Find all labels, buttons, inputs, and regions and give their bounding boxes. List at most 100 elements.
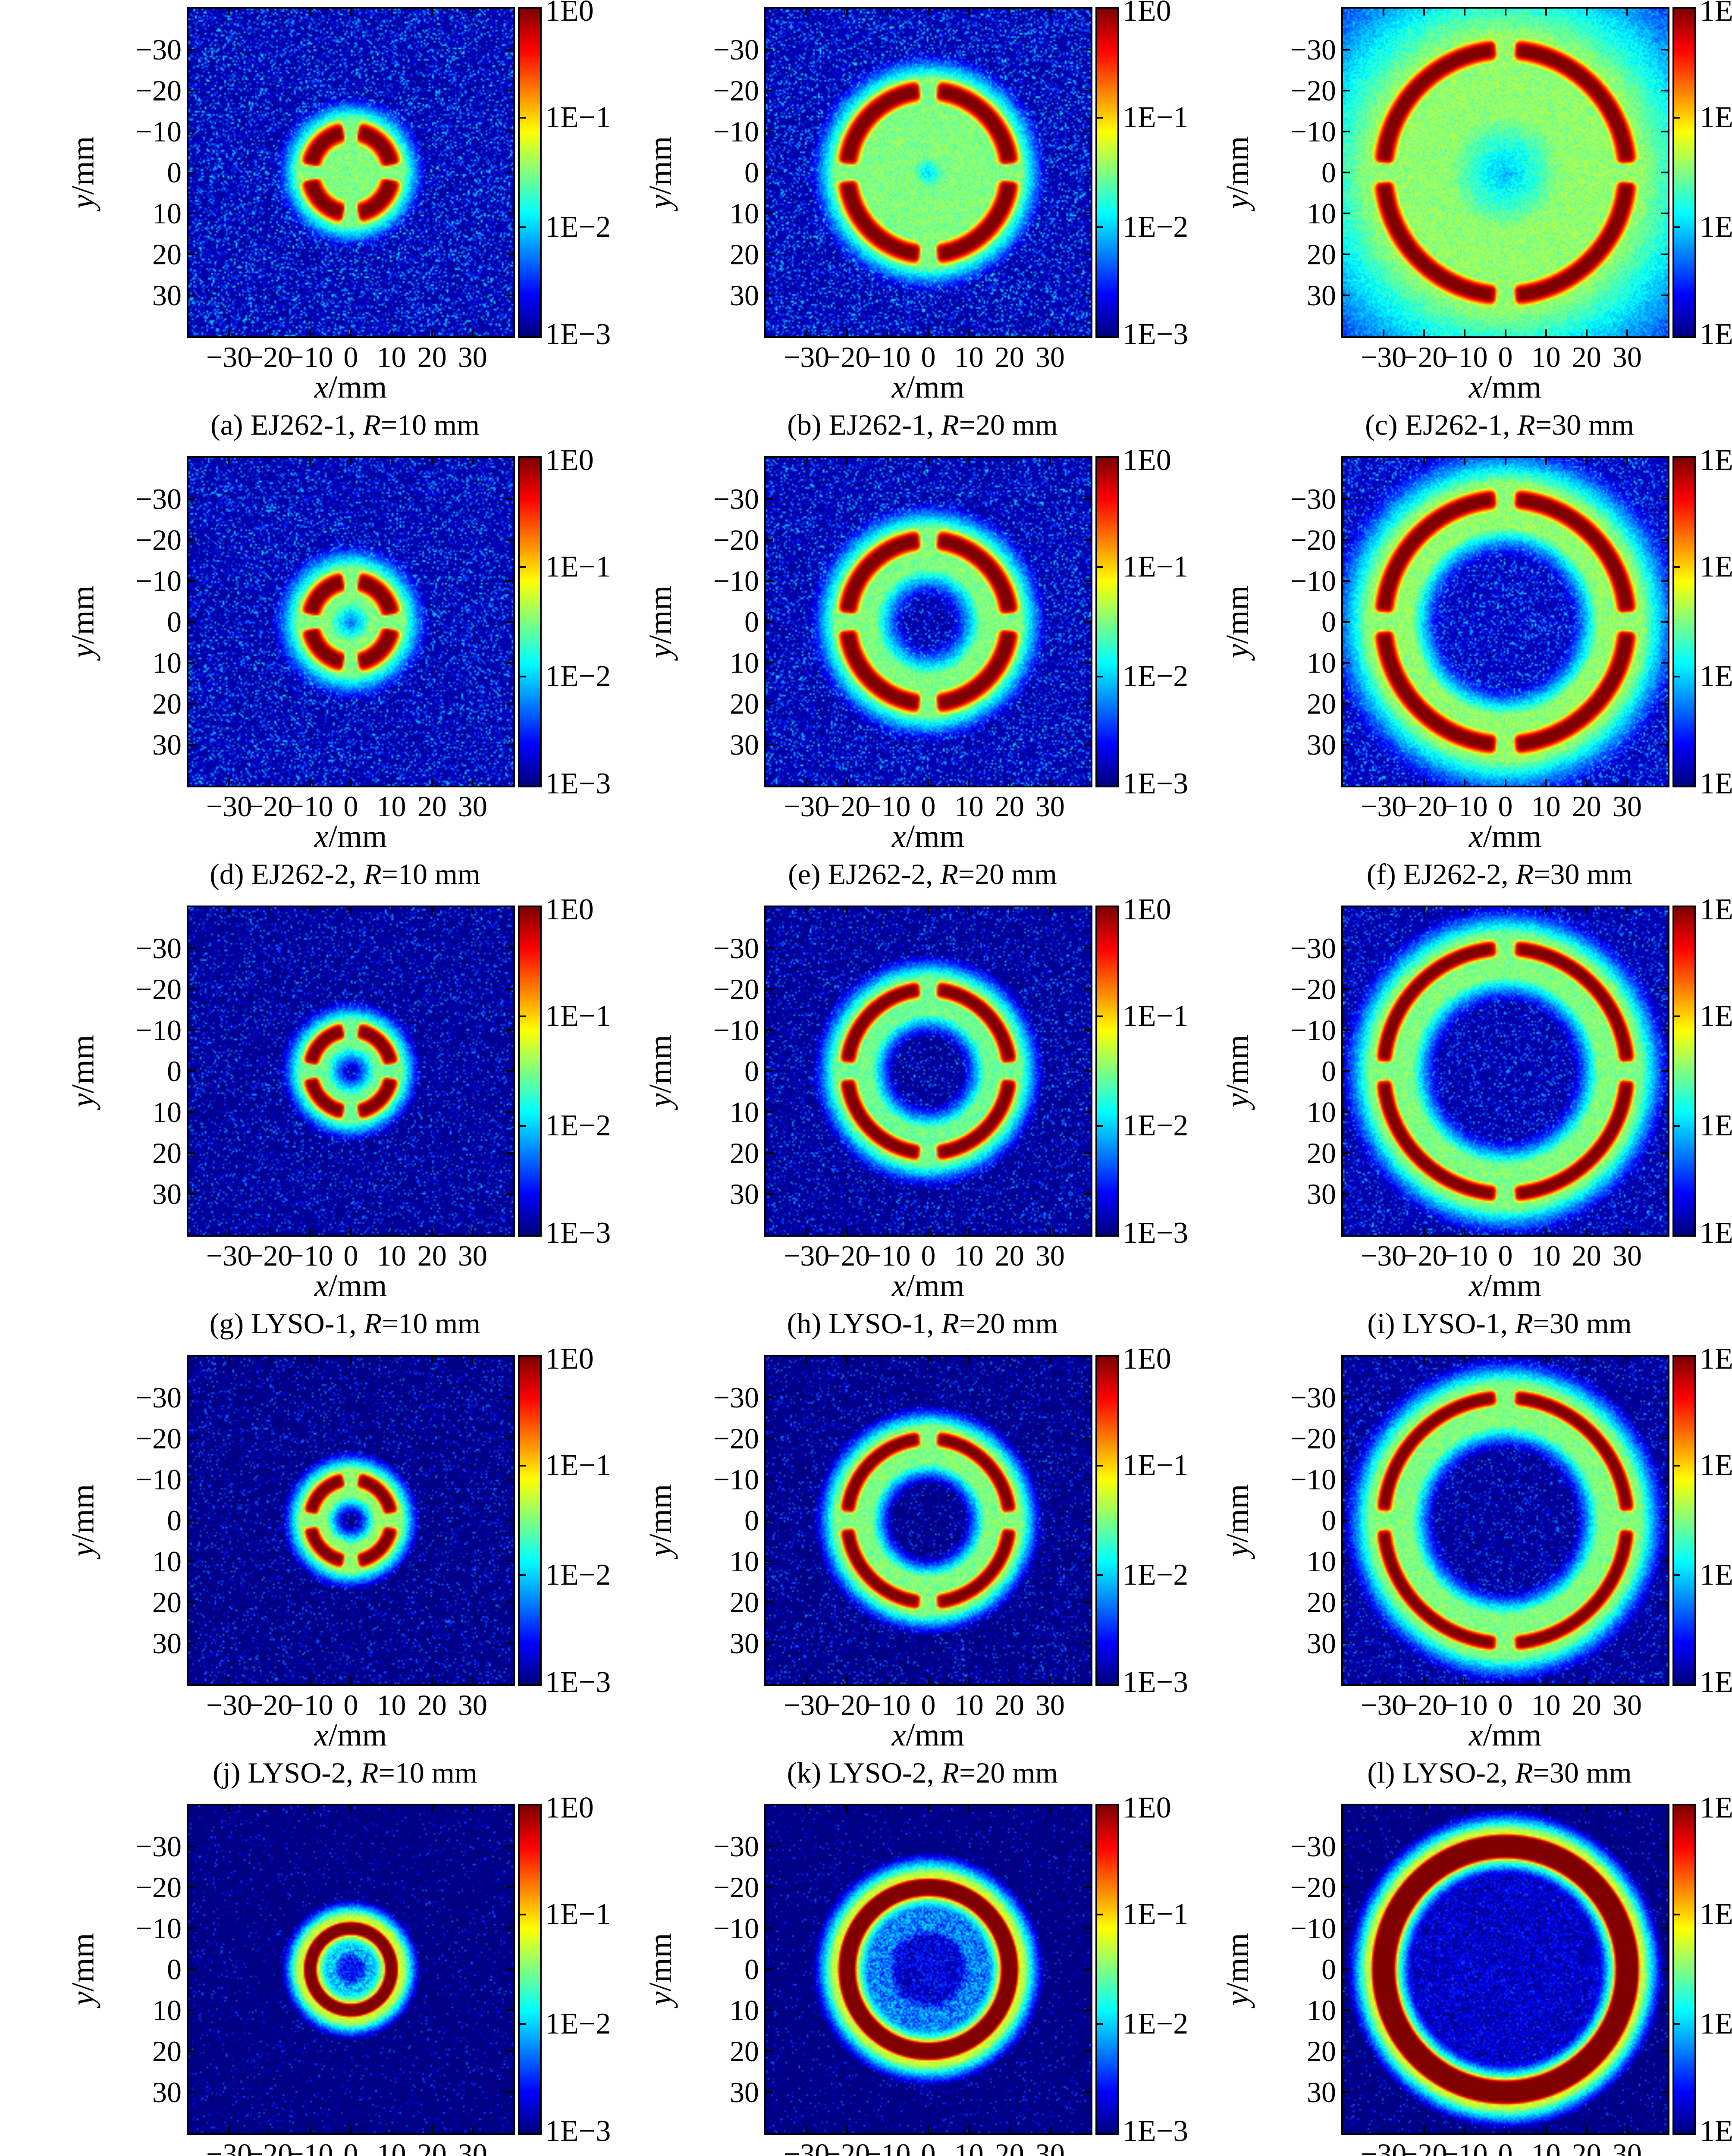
y-tick-label: 20 <box>730 687 759 720</box>
axis-tick <box>1008 1357 1010 1363</box>
axis-tick <box>1343 2009 1350 2011</box>
y-tick-label: −20 <box>1290 1422 1336 1455</box>
axis-tick <box>188 498 195 500</box>
axis-tick <box>1049 1805 1051 1812</box>
axis-tick <box>806 1357 808 1363</box>
axis-tick <box>506 1561 513 1562</box>
axis-tick <box>1343 1438 1350 1439</box>
caption-r-symbol: R <box>364 1307 382 1340</box>
axis-tick <box>471 1228 474 1235</box>
colorbar-canvas <box>1674 1357 1694 1684</box>
axis-tick <box>188 90 195 91</box>
y-tick-label: −20 <box>713 1871 759 1904</box>
axis-tick <box>188 131 195 132</box>
y-tick-label: 0 <box>167 156 182 189</box>
x-tick-label: −10 <box>1442 2137 1488 2156</box>
y-tick-label: 10 <box>730 197 759 230</box>
axis-tick <box>1661 703 1668 705</box>
axis-tick <box>431 9 433 16</box>
axis-tick <box>1504 9 1506 16</box>
axis-tick <box>1343 1642 1350 1644</box>
x-tick-label: 20 <box>995 1689 1024 1721</box>
axis-tick <box>968 907 970 914</box>
caption-r-symbol: R <box>1516 858 1534 890</box>
axis-tick <box>1343 172 1350 173</box>
axis-tick <box>269 1357 271 1363</box>
colorbar-tick-label: 1E0 <box>1700 0 1732 28</box>
x-tick-label: 10 <box>377 790 406 823</box>
y-tick-label: 20 <box>152 687 182 720</box>
axis-tick <box>1464 2126 1466 2133</box>
axis-tick <box>1343 2091 1350 2093</box>
axis-tick <box>766 662 773 664</box>
axis-tick <box>927 458 929 465</box>
axis-tick <box>887 458 889 465</box>
colorbar-tick-label: 1E−3 <box>1123 1666 1189 1699</box>
heatmap-panel <box>764 906 1092 1237</box>
axis-tick <box>390 907 392 914</box>
axis-tick <box>431 1357 433 1363</box>
colorbar <box>518 1355 542 1686</box>
axis-tick <box>846 779 848 786</box>
colorbar <box>1672 906 1696 1237</box>
colorbar-canvas <box>1097 907 1117 1235</box>
axis-tick <box>228 779 230 786</box>
caption-suffix: =10 mm <box>378 1756 477 1789</box>
colorbar-tick-label: 1E−3 <box>1700 2115 1732 2148</box>
x-tick-label: −10 <box>865 2137 911 2156</box>
x-tick-label: −20 <box>1401 341 1447 373</box>
x-tick-label: 10 <box>1531 1239 1561 1272</box>
axis-tick <box>431 458 433 465</box>
x-tick-label: 20 <box>995 790 1024 823</box>
colorbar-tick <box>1674 2023 1680 2025</box>
axis-tick <box>506 1846 513 1847</box>
colorbar <box>1672 456 1696 787</box>
x-axis-symbol: x <box>314 819 329 854</box>
colorbar-tick-label: 1E0 <box>1123 893 1171 926</box>
axis-tick <box>1504 907 1506 914</box>
axis-tick <box>506 213 513 214</box>
colorbar-tick-label: 1E−2 <box>1700 1558 1732 1592</box>
caption-suffix: =10 mm <box>381 858 480 890</box>
colorbar-canvas <box>1674 9 1694 336</box>
axis-tick <box>1049 329 1051 336</box>
axis-tick <box>188 1927 195 1929</box>
caption-r-symbol: R <box>1517 408 1535 441</box>
axis-tick <box>1084 2050 1091 2052</box>
axis-tick <box>1383 1228 1385 1235</box>
x-tick-label: 30 <box>1035 1689 1065 1721</box>
axis-tick <box>1343 131 1350 132</box>
x-axis-unit: /mm <box>328 1717 387 1753</box>
axis-tick <box>506 539 513 541</box>
axis-tick <box>188 172 195 173</box>
axis-tick <box>1084 1397 1091 1398</box>
heatmap-canvas <box>766 1357 1091 1684</box>
subplot-cell: y/mm x/mm (a) EJ262-1, R=10 mm −30 −30 −20… <box>0 0 611 449</box>
colorbar-tick <box>1097 675 1103 677</box>
axis-tick <box>1661 1846 1668 1847</box>
axis-tick <box>1383 779 1385 786</box>
axis-tick <box>806 1805 808 1812</box>
x-tick-label: 20 <box>995 2137 1024 2156</box>
axis-tick <box>1504 1677 1506 1684</box>
y-tick-label: 30 <box>152 1178 182 1210</box>
axis-tick <box>927 1228 929 1235</box>
axis-tick <box>350 1228 352 1235</box>
subplot-caption: (h) LYSO-1, R=20 mm <box>787 1307 1058 1341</box>
axis-tick <box>1423 9 1425 16</box>
subplot-caption: (l) LYSO-2, R=30 mm <box>1367 1756 1632 1790</box>
axis-tick <box>1464 779 1466 786</box>
axis-tick <box>1661 1438 1668 1439</box>
caption-prefix: (j) LYSO-2, <box>213 1756 361 1789</box>
colorbar-tick-label: 1E−1 <box>545 1000 611 1033</box>
colorbar-tick <box>1674 1125 1680 1127</box>
axis-tick <box>1049 9 1051 16</box>
subplot-cell: y/mm x/mm (h) LYSO-1, R=20 mm −30 −30 −20−… <box>577 895 1189 1348</box>
axis-tick <box>506 1397 513 1398</box>
colorbar-tick <box>1674 675 1680 677</box>
axis-tick <box>188 1029 195 1031</box>
axis-tick <box>1661 1397 1668 1398</box>
y-tick-label: 30 <box>730 728 759 761</box>
colorbar <box>1672 7 1696 338</box>
